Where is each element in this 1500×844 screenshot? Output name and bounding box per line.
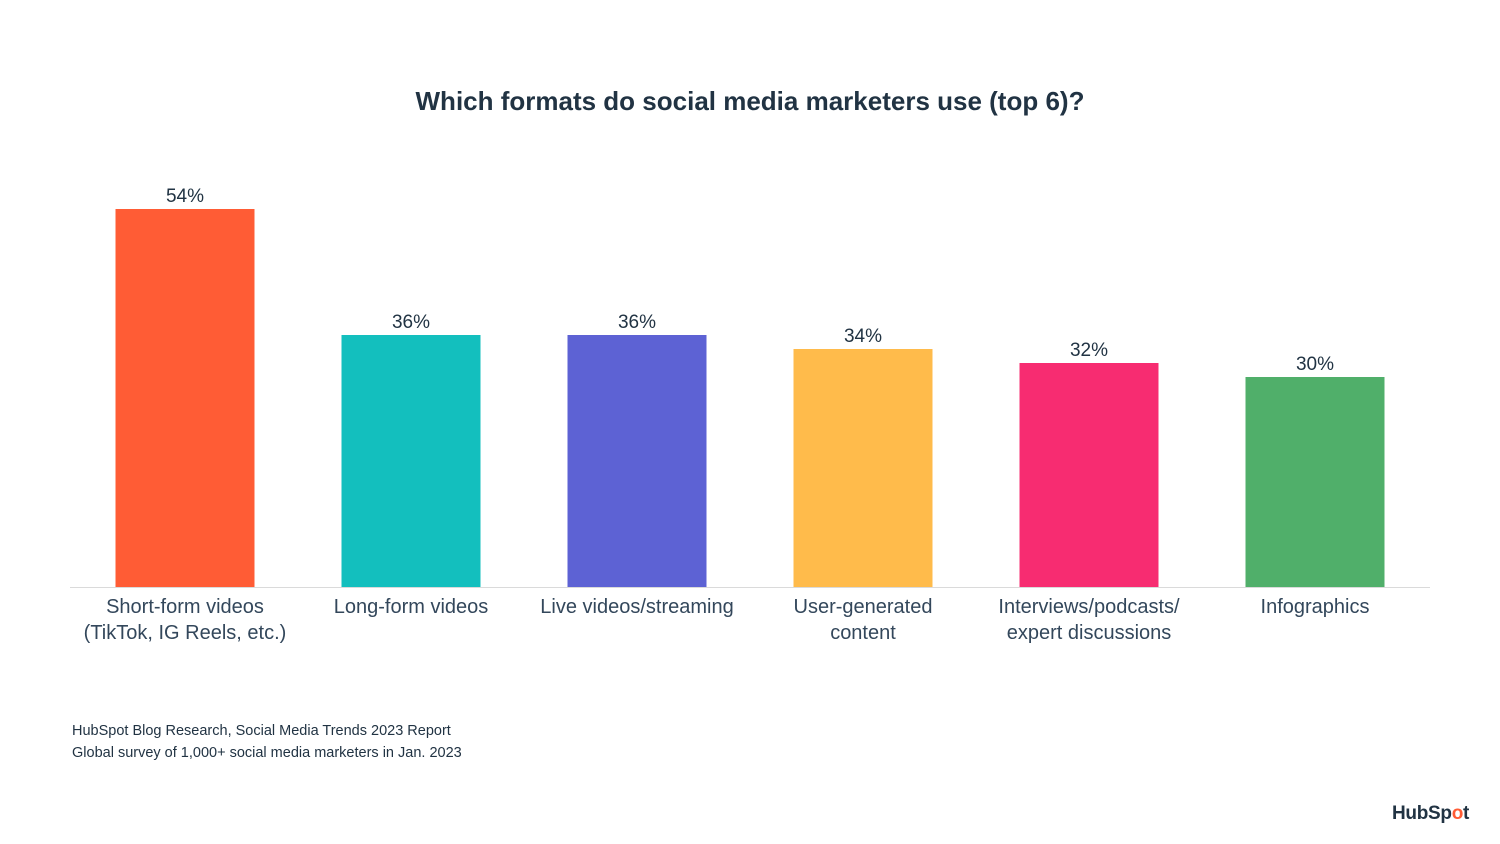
bar-1 — [341, 335, 481, 587]
hubspot-logo: HubSpot — [1392, 803, 1469, 825]
category-label-2-line-0: Live videos/streaming — [540, 596, 733, 618]
bar-3 — [793, 349, 933, 587]
chart-title: Which formats do social media marketers … — [415, 86, 1085, 116]
data-label-4: 32% — [1070, 340, 1108, 361]
data-label-2: 36% — [618, 312, 656, 333]
data-label-1: 36% — [392, 312, 430, 333]
bar-5 — [1245, 377, 1385, 587]
category-label-0-line-0: Short-form videos — [106, 596, 264, 618]
data-label-5: 30% — [1296, 354, 1334, 375]
category-label-1-line-0: Long-form videos — [334, 596, 489, 618]
category-label-3-line-0: User-generated — [794, 596, 933, 618]
logo-text-part-3: t — [1463, 803, 1470, 824]
bar-4 — [1019, 363, 1159, 587]
source-line-1: HubSpot Blog Research, Social Media Tren… — [72, 723, 451, 739]
category-label-0-line-1: (TikTok, IG Reels, etc.) — [84, 622, 287, 644]
source-line-2: Global survey of 1,000+ social media mar… — [72, 745, 462, 761]
source-note: HubSpot Blog Research, Social Media Tren… — [72, 720, 462, 764]
logo-text-part-1: HubSp — [1392, 803, 1452, 824]
category-label-4-line-1: expert discussions — [1007, 622, 1172, 644]
data-label-3: 34% — [844, 326, 882, 347]
category-label-4-line-0: Interviews/podcasts/ — [998, 596, 1180, 618]
logo-sprocket-o: o — [1451, 803, 1464, 824]
bar-2 — [567, 335, 707, 587]
category-label-5-line-0: Infographics — [1261, 596, 1370, 618]
bar-0 — [115, 209, 255, 587]
category-label-3-line-1: content — [830, 622, 896, 644]
data-label-0: 54% — [166, 186, 204, 207]
